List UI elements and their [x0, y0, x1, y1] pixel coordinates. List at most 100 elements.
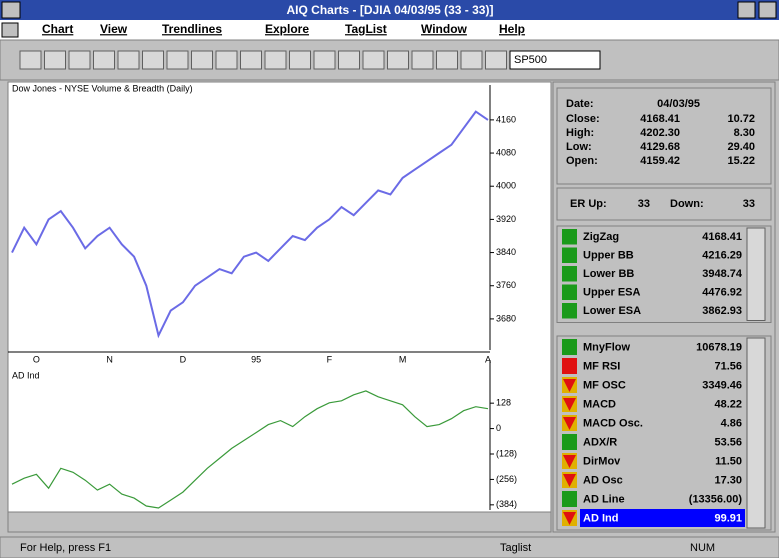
toolbar-button[interactable] [460, 50, 483, 70]
signal-up [562, 434, 577, 450]
indicator-value: (13356.00) [689, 493, 743, 505]
er-up-value: 33 [638, 198, 650, 210]
toolbar-button[interactable] [93, 50, 115, 70]
indicator-value: 71.56 [714, 360, 742, 372]
indicator-name[interactable]: MACD [583, 398, 616, 410]
menu-item[interactable]: Chart [42, 22, 73, 36]
indicator-value: 17.30 [714, 474, 742, 486]
list-box [556, 225, 772, 323]
minimize-button[interactable] [737, 1, 756, 19]
signal-down [563, 417, 576, 430]
toolbar-button[interactable] [411, 50, 434, 70]
indicator-name[interactable]: Upper ESA [583, 287, 641, 299]
system-menu[interactable] [1, 1, 21, 19]
toolbar-button[interactable] [215, 50, 238, 70]
toolbar-button[interactable] [362, 50, 385, 70]
title-bar [0, 0, 779, 20]
menu-item[interactable]: View [100, 22, 128, 36]
toolbar-button[interactable] [142, 50, 164, 70]
window-title: AIQ Charts - [DJIA 04/03/95 (33 - 33)] [287, 3, 494, 17]
menu-item[interactable]: TagList [345, 22, 387, 36]
selected-row [580, 509, 745, 527]
x-tick-label: F [327, 354, 333, 364]
toolbar-button[interactable] [117, 50, 140, 70]
indicator-name[interactable]: ADX/R [583, 436, 617, 448]
toolbar-button[interactable] [240, 50, 262, 70]
y-tick-label: 0 [496, 423, 501, 433]
toolbar-button[interactable] [289, 50, 311, 70]
toolbar-button[interactable] [313, 50, 336, 70]
menu-item[interactable]: Trendlines [162, 22, 222, 36]
signal-up [562, 339, 577, 355]
indicator-name[interactable]: AD Line [583, 493, 625, 505]
info-label: Close: [566, 113, 600, 125]
symbol-text: SP500 [514, 54, 547, 66]
info-value: 4168.41 [640, 113, 680, 125]
down-label: Down: [670, 198, 704, 210]
signal-up [562, 229, 577, 245]
menu-item[interactable]: Help [499, 22, 525, 36]
chart-title: AD Ind [12, 370, 40, 380]
indicator-name[interactable]: DirMov [583, 455, 621, 467]
toolbar-button[interactable] [338, 50, 360, 70]
y-tick-label: 3840 [496, 247, 516, 257]
info-value: 4202.30 [640, 127, 680, 139]
y-tick-label: 3920 [496, 214, 516, 224]
indicator-name[interactable]: AD Osc [583, 474, 623, 486]
chart-title: Dow Jones - NYSE Volume & Breadth (Daily… [12, 83, 193, 93]
indicator-value: 4216.29 [702, 250, 742, 262]
menu-item[interactable]: Explore [265, 22, 309, 36]
info-label: Low: [566, 141, 592, 153]
indicator-name[interactable]: ZigZag [583, 231, 619, 243]
menu-item[interactable]: Window [421, 22, 468, 36]
info-change: 10.72 [727, 113, 755, 125]
toolbar-button[interactable] [387, 50, 409, 70]
indicator-value: 10678.19 [696, 341, 742, 353]
toolbar-button[interactable] [166, 50, 189, 70]
list-box [556, 335, 772, 531]
indicator-name[interactable]: MACD Osc. [583, 417, 643, 429]
maximize-button[interactable] [758, 1, 777, 19]
y-tick-label: 4160 [496, 114, 516, 124]
chart-pane [7, 81, 552, 513]
toolbar-button[interactable] [191, 50, 213, 70]
indicator-name[interactable]: Upper BB [583, 250, 634, 262]
indicator-name[interactable]: MF RSI [583, 360, 620, 372]
status-bar [0, 536, 779, 558]
y-tick-label: 3680 [496, 313, 516, 323]
x-tick-label: N [106, 354, 113, 364]
x-tick-label: A [485, 354, 491, 364]
toolbar-button[interactable] [19, 50, 42, 70]
toolbar-button[interactable] [436, 50, 458, 70]
info-change: 29.40 [727, 141, 755, 153]
y-tick-label: (128) [496, 448, 517, 458]
doc-menu[interactable] [1, 22, 19, 38]
signal-flat [562, 358, 577, 374]
toolbar-button[interactable] [44, 50, 66, 70]
indicator-value: 48.22 [714, 398, 742, 410]
y-tick-label: 4000 [496, 181, 516, 191]
indicator-value: 3862.93 [702, 305, 742, 317]
indicator-name[interactable]: AD Ind [583, 512, 618, 524]
list-scrollbar[interactable] [746, 337, 766, 529]
data-line [11, 110, 489, 339]
symbol-box[interactable] [509, 50, 601, 70]
er-up-label: ER Up: [570, 198, 607, 210]
toolbar-button[interactable] [485, 50, 507, 70]
toolbar-button[interactable] [264, 50, 287, 70]
y-tick-label: 4080 [496, 147, 516, 157]
x-tick-label: 95 [251, 354, 261, 364]
status-num: NUM [690, 542, 715, 554]
indicator-name[interactable]: Lower BB [583, 268, 634, 280]
data-line [11, 390, 489, 509]
indicator-name[interactable]: Lower ESA [583, 305, 641, 317]
toolbar-button[interactable] [68, 50, 91, 70]
indicator-name[interactable]: MnyFlow [583, 341, 630, 353]
indicator-value: 4.86 [721, 417, 742, 429]
list-scrollbar[interactable] [746, 227, 766, 321]
date-label: Date: [566, 98, 594, 110]
indicator-value: 99.91 [714, 512, 742, 524]
indicator-name[interactable]: MF OSC [583, 379, 626, 391]
h-scrollbar[interactable] [7, 511, 552, 533]
